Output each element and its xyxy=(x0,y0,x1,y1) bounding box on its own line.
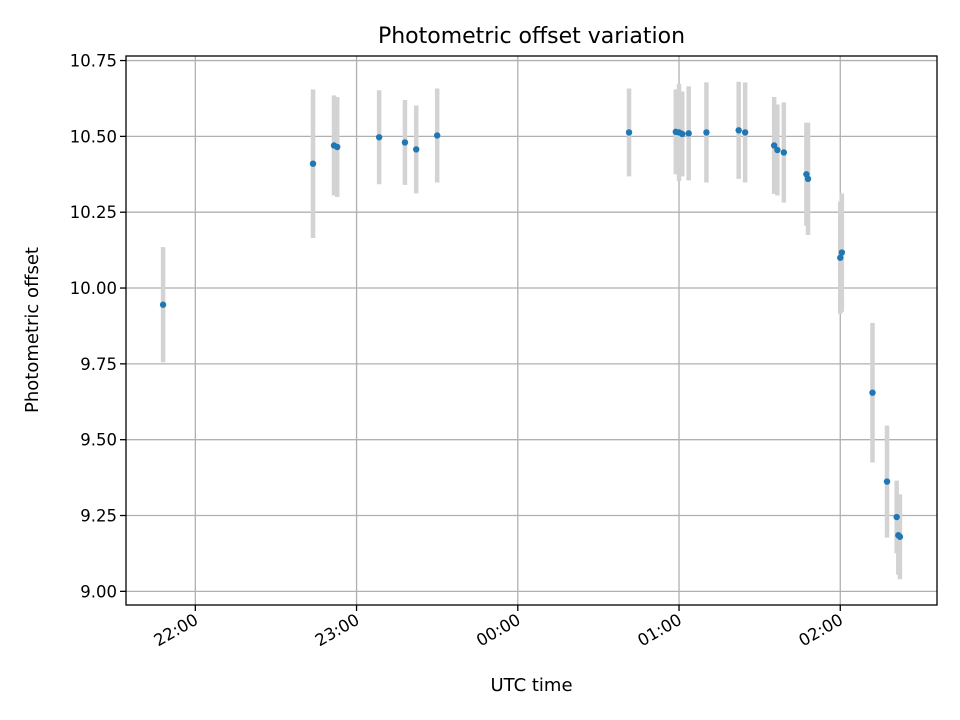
data-point xyxy=(413,146,420,153)
data-point xyxy=(703,129,710,136)
data-point xyxy=(741,129,749,136)
y-tick-label: 10.25 xyxy=(70,203,117,222)
data-point xyxy=(869,389,876,396)
data-point xyxy=(401,139,409,146)
x-tick-label: 00:00 xyxy=(473,610,524,650)
x-tick-label: 01:00 xyxy=(634,610,685,650)
data-point xyxy=(838,249,846,256)
data-point xyxy=(685,130,692,137)
y-tick-label: 9.25 xyxy=(80,507,117,526)
plot-frame xyxy=(125,55,938,606)
y-tick-label: 9.00 xyxy=(80,582,117,601)
chart-title: Photometric offset variation xyxy=(378,24,685,49)
x-axis-label: UTC time xyxy=(490,675,572,696)
data-point xyxy=(679,130,686,138)
grid-lines xyxy=(126,56,937,605)
data-points xyxy=(159,127,904,540)
y-tick-label: 10.00 xyxy=(70,279,117,298)
data-point xyxy=(735,127,742,134)
data-point xyxy=(375,134,383,141)
data-point xyxy=(883,478,891,485)
y-tick-label: 10.50 xyxy=(70,127,117,146)
data-point xyxy=(309,160,317,167)
data-point xyxy=(770,142,778,149)
error-bars xyxy=(160,81,903,580)
data-point xyxy=(893,513,900,521)
data-point xyxy=(774,146,781,154)
y-tick-label: 10.75 xyxy=(70,52,117,71)
data-point xyxy=(625,129,633,136)
x-tick-label: 23:00 xyxy=(312,610,363,650)
data-point xyxy=(804,175,812,183)
data-point xyxy=(837,254,844,261)
data-point xyxy=(334,143,341,151)
y-axis-label: Photometric offset xyxy=(22,247,43,413)
data-point xyxy=(896,533,904,540)
x-tick-label: 22:00 xyxy=(151,610,202,650)
axis-ticks: 22:00 23:00 00:00 01:00 02:00 9.00 9.25 9.50 9.7… xyxy=(70,52,847,651)
data-point xyxy=(433,132,441,139)
data-point xyxy=(780,149,788,156)
y-tick-label: 9.50 xyxy=(80,431,117,450)
x-tick-label: 02:00 xyxy=(796,610,847,650)
data-point xyxy=(159,301,167,308)
y-tick-label: 9.75 xyxy=(80,355,117,374)
